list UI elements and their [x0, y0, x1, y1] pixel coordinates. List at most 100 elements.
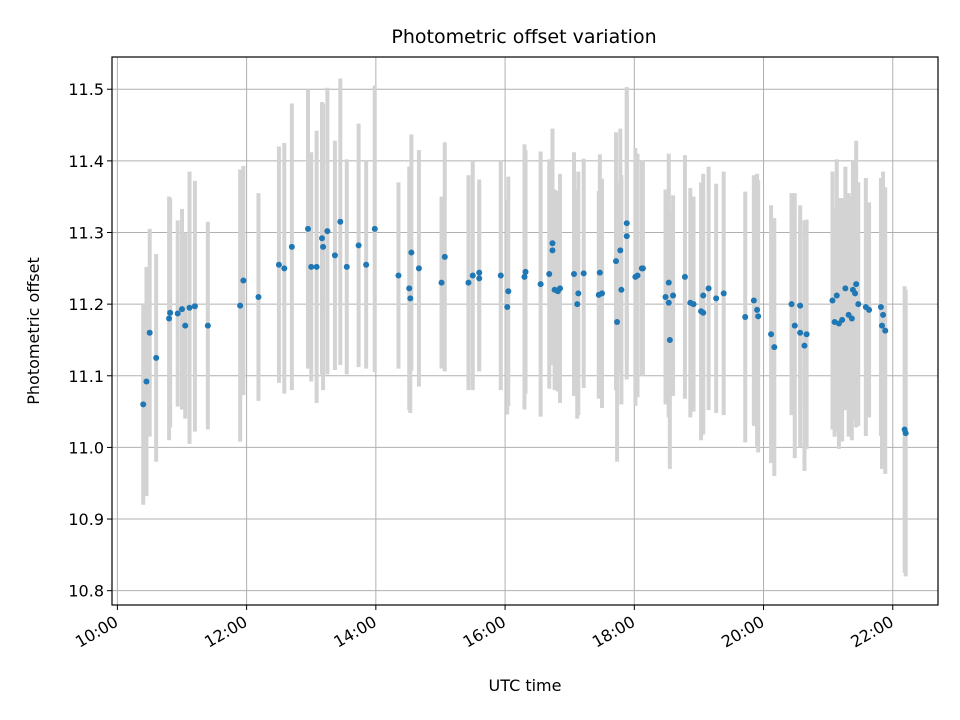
data-point	[146, 329, 153, 336]
data-point	[469, 272, 476, 279]
data-point	[355, 242, 362, 249]
data-point	[754, 306, 761, 313]
data-point	[363, 261, 370, 268]
data-point	[853, 281, 860, 288]
x-tick-label: 12:00	[201, 612, 250, 652]
data-point	[415, 265, 422, 272]
y-tick-label: 11.2	[68, 295, 104, 314]
data-point	[406, 285, 413, 292]
y-tick-label: 11.5	[68, 80, 104, 99]
y-axis-label: Photometric offset	[24, 257, 43, 405]
data-point	[614, 319, 621, 326]
y-tick-label: 11.1	[68, 367, 104, 386]
data-point	[713, 295, 720, 302]
data-point	[343, 263, 350, 270]
data-point	[797, 302, 804, 309]
data-point	[497, 272, 504, 279]
data-point	[557, 285, 563, 292]
data-point	[720, 290, 727, 297]
data-point	[237, 302, 244, 309]
data-point	[575, 290, 582, 297]
data-point	[320, 243, 327, 250]
x-tick-label: 18:00	[589, 612, 638, 652]
data-point	[331, 252, 338, 259]
data-point	[599, 290, 605, 297]
data-point	[700, 309, 707, 316]
data-point	[324, 228, 331, 235]
data-point	[797, 329, 804, 336]
data-point	[166, 315, 173, 322]
data-point	[879, 322, 885, 329]
x-tick-label: 22:00	[847, 612, 896, 652]
data-point	[742, 314, 749, 321]
data-point	[829, 297, 836, 304]
y-tick-label: 11.4	[68, 152, 104, 171]
data-point	[623, 220, 630, 227]
data-point	[337, 218, 344, 225]
data-point	[580, 270, 587, 277]
data-point	[750, 297, 757, 304]
data-point	[681, 273, 688, 280]
data-point	[281, 265, 288, 272]
data-point	[441, 253, 448, 260]
data-point	[839, 316, 846, 323]
x-axis-ticks: 10:00 12:00 14:00 16:00 18:00 20:00 22:00	[72, 605, 897, 652]
y-tick-label: 10.8	[68, 582, 104, 601]
data-point	[549, 240, 556, 247]
data-point	[191, 303, 198, 310]
data-point	[665, 299, 672, 306]
data-point	[288, 243, 295, 250]
data-point	[275, 261, 282, 268]
data-point	[313, 263, 320, 270]
data-point	[665, 279, 672, 286]
data-point	[613, 258, 619, 265]
data-point	[670, 292, 677, 299]
data-point	[866, 306, 873, 313]
data-point	[768, 331, 775, 338]
data-point	[690, 301, 697, 308]
data-point	[255, 293, 262, 300]
data-point	[771, 344, 778, 351]
data-point	[465, 279, 472, 286]
data-point	[833, 292, 840, 299]
data-point	[505, 288, 512, 295]
data-point	[880, 311, 887, 318]
data-point	[407, 295, 414, 302]
data-point	[521, 273, 528, 280]
x-tick-label: 16:00	[460, 612, 509, 652]
data-point	[801, 342, 808, 349]
y-axis-ticks: 10.8 10.9 11.0 11.1 11.2 11.3 11.4 11.5	[68, 80, 112, 601]
data-point	[319, 235, 325, 242]
data-point	[408, 249, 415, 256]
data-point	[167, 309, 174, 316]
data-point	[877, 304, 884, 311]
data-point	[305, 225, 311, 232]
data-point	[240, 277, 247, 284]
data-point	[174, 310, 181, 317]
data-point	[852, 290, 859, 297]
data-point	[700, 292, 707, 299]
data-point	[803, 331, 810, 338]
x-axis-label: UTC time	[489, 676, 562, 695]
data-point	[755, 313, 762, 320]
data-point	[666, 336, 673, 343]
data-point	[882, 327, 889, 334]
y-tick-label: 10.9	[68, 510, 104, 529]
data-points	[140, 218, 909, 437]
data-point	[639, 265, 646, 272]
data-point	[504, 304, 511, 311]
data-point	[571, 271, 577, 278]
data-point	[522, 268, 529, 275]
data-point	[476, 269, 483, 276]
data-point	[182, 322, 189, 329]
data-point	[596, 269, 603, 276]
data-point	[842, 285, 849, 292]
data-point	[204, 322, 211, 329]
data-point	[791, 322, 798, 329]
chart-title: Photometric offset variation	[391, 26, 656, 48]
data-point	[186, 304, 193, 311]
data-point	[788, 301, 795, 308]
data-point	[662, 293, 669, 300]
data-point	[179, 306, 185, 313]
